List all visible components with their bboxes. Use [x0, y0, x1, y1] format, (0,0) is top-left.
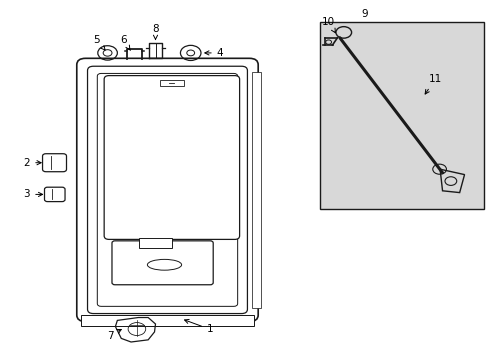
Text: 4: 4 [204, 48, 223, 58]
Text: 1: 1 [184, 319, 213, 334]
Text: 5: 5 [93, 35, 105, 50]
Text: 10: 10 [322, 17, 335, 33]
Text: 8: 8 [152, 24, 159, 40]
FancyBboxPatch shape [104, 76, 239, 239]
Bar [159, 80, 183, 86]
Bar [251, 72, 260, 308]
Text: 6: 6 [120, 35, 130, 50]
FancyBboxPatch shape [44, 187, 65, 202]
Text: 9: 9 [360, 9, 367, 19]
FancyBboxPatch shape [97, 73, 237, 306]
FancyBboxPatch shape [112, 241, 213, 285]
Bar [81, 315, 254, 326]
Text: 7: 7 [106, 329, 121, 341]
Text: 11: 11 [424, 74, 441, 94]
FancyBboxPatch shape [42, 154, 66, 172]
Text: 2: 2 [23, 158, 41, 168]
Bar [320, 22, 483, 209]
Text: 3: 3 [23, 189, 42, 199]
FancyBboxPatch shape [77, 58, 258, 321]
FancyBboxPatch shape [87, 66, 247, 314]
Bar [139, 238, 172, 248]
